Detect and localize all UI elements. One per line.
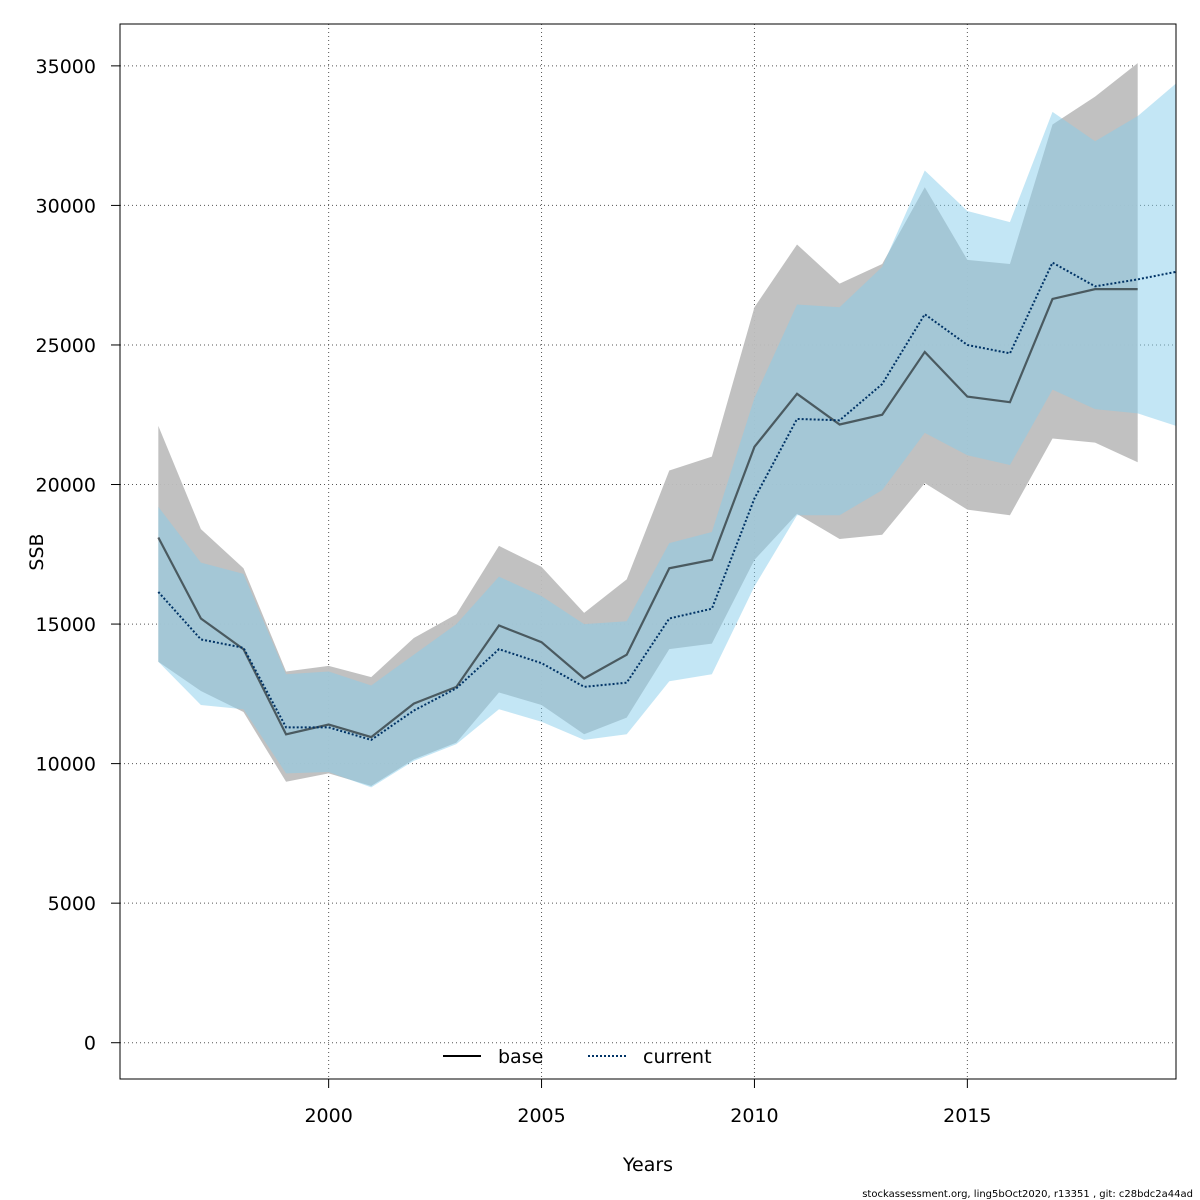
y-tick-label: 0: [84, 1033, 96, 1055]
y-tick-label: 35000: [36, 56, 96, 78]
confidence-bands: [158, 63, 1176, 788]
y-axis-title: SSB: [26, 533, 48, 570]
x-axis-title: Years: [622, 1154, 673, 1176]
x-axis: 2000 2005 2010 2015: [304, 1079, 992, 1127]
y-tick-label: 10000: [36, 754, 96, 776]
x-tick-label: 2000: [304, 1105, 352, 1127]
x-tick-label: 2015: [943, 1105, 991, 1127]
y-tick-label: 5000: [48, 893, 96, 915]
y-axis: 0 5000 10000 15000 20000 25000 30000 35000: [36, 56, 120, 1055]
y-tick-label: 20000: [36, 475, 96, 497]
legend-label-current: current: [643, 1046, 712, 1068]
legend-label-base: base: [498, 1046, 543, 1068]
line-base: [157, 288, 1138, 739]
y-tick-label: 30000: [36, 195, 96, 217]
legend: base current: [443, 1046, 712, 1068]
x-tick-label: 2010: [730, 1105, 778, 1127]
y-tick-label: 25000: [36, 335, 96, 357]
series-lines: [157, 261, 1176, 741]
x-tick-label: 2005: [517, 1105, 565, 1127]
plot-frame: [119, 23, 1177, 1080]
footer-credit: stockassessment.org, ling5bOct2020, r133…: [862, 1189, 1193, 1200]
band-current: [158, 83, 1176, 788]
y-tick-label: 15000: [36, 614, 96, 636]
